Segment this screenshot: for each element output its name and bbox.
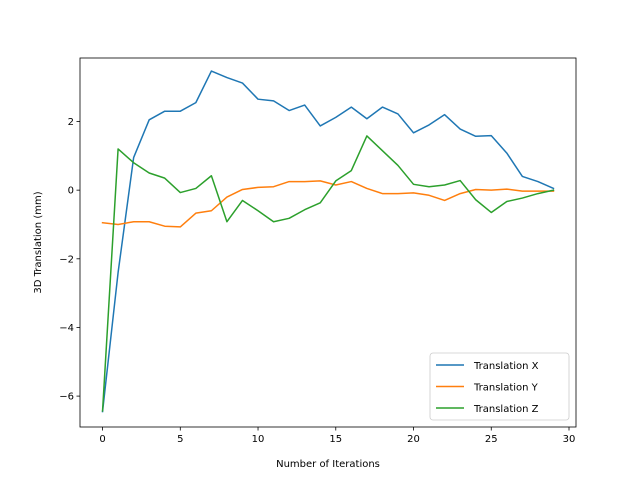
- y-axis-label: 3D Translation (mm): [33, 191, 44, 293]
- x-tick-label: 25: [485, 434, 498, 445]
- x-tick-label: 20: [407, 434, 420, 445]
- series-line-2: [101, 180, 555, 228]
- y-tick-label: −2: [59, 254, 74, 265]
- legend-box: [429, 352, 570, 421]
- series-line-1: [101, 70, 555, 413]
- legend: Translation X Translation Y Translation Z: [429, 352, 570, 421]
- legend-label: Translation Y: [473, 383, 539, 394]
- y-tick-label: 2: [68, 117, 74, 128]
- x-tick-label: 0: [99, 434, 105, 445]
- x-tick-label: 5: [177, 434, 183, 445]
- y-tick-label: −6: [59, 392, 74, 403]
- plot-frame: [79, 57, 577, 428]
- x-tick-label: 15: [329, 434, 342, 445]
- y-tick-label: 0: [68, 186, 74, 197]
- x-tick-label: 10: [252, 434, 265, 445]
- legend-label: Translation Z: [473, 404, 539, 415]
- y-tick-label: −4: [59, 323, 74, 334]
- line-layer: [101, 70, 555, 413]
- x-tick-label: 30: [563, 434, 576, 445]
- legend-label: Translation X: [473, 361, 539, 372]
- x-axis-label: Number of Iterations: [276, 459, 380, 470]
- series-line-3: [101, 135, 555, 412]
- tick-layer: 0 5 10 15 20 25 30 −6 −4 −2 0 2: [59, 117, 575, 445]
